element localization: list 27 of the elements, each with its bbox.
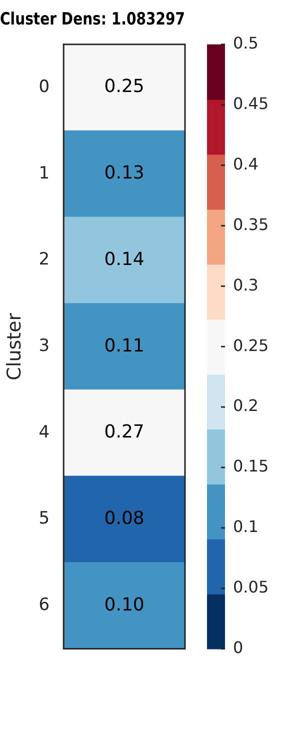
y-axis-title: Cluster <box>3 312 26 380</box>
y-tick-label: 6 <box>38 595 50 616</box>
color-bar-label: 0.05 <box>233 578 269 597</box>
data-label: 0.11 <box>104 335 144 356</box>
y-tick-label: 0 <box>38 76 50 97</box>
color-bar-label: 0.5 <box>233 34 258 53</box>
color-bar-label: 0.35 <box>233 214 269 234</box>
data-label: 0.10 <box>104 594 144 616</box>
data-label: 0.13 <box>104 162 144 184</box>
data-label: 0.08 <box>104 508 144 529</box>
y-tick-label: 3 <box>38 336 50 356</box>
y-tick-label: 1 <box>38 163 50 184</box>
data-label: 0.25 <box>104 76 144 98</box>
color-bar-label: 0.25 <box>233 336 269 355</box>
y-tick-label: 4 <box>38 422 50 442</box>
color-bar-label: 0.15 <box>233 456 269 476</box>
color-bar-label: 0.3 <box>233 275 258 294</box>
color-bar-label: 0.2 <box>233 396 258 416</box>
color-bar-label: 0 <box>233 638 244 657</box>
chart-title: Cluster Dens: 1.083297 <box>0 9 185 29</box>
color-bar-label: 0.1 <box>233 517 258 536</box>
data-label: 0.27 <box>104 422 144 443</box>
y-tick-label: 5 <box>38 508 50 529</box>
y-tick-label: 2 <box>38 250 50 270</box>
data-label: 0.14 <box>104 248 144 270</box>
color-bar-label: 0.4 <box>233 154 258 174</box>
color-bar-label: 0.45 <box>233 94 269 113</box>
